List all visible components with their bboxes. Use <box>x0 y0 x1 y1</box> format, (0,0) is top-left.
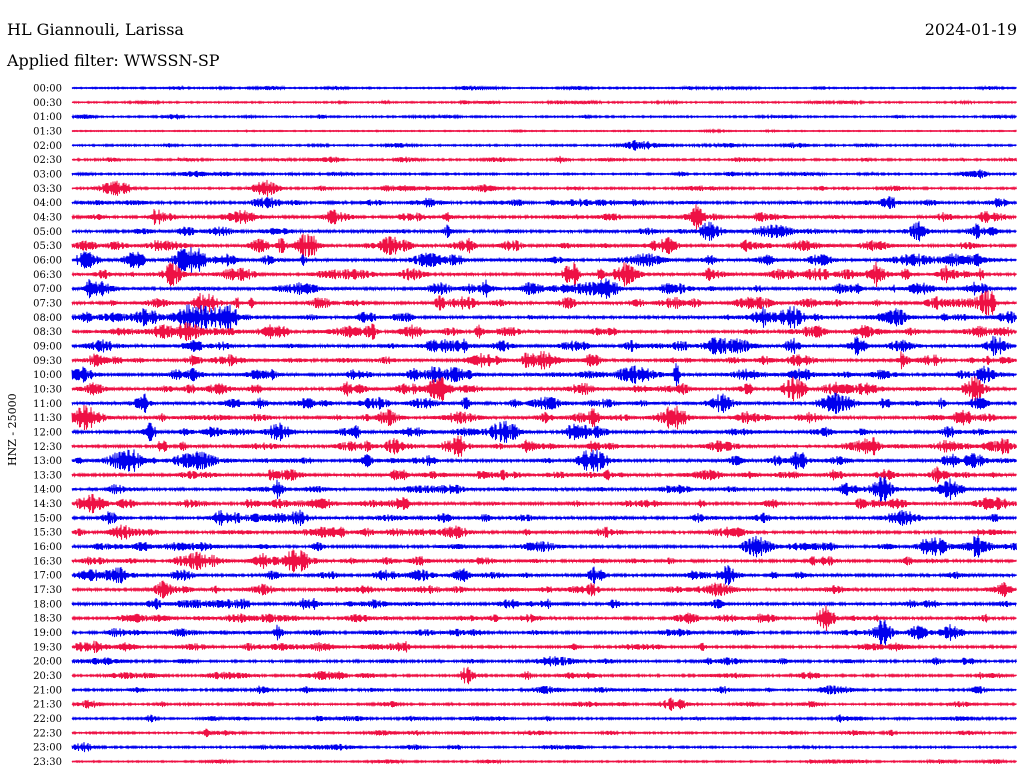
row-time-label: 12:00 <box>33 427 62 438</box>
row-time-label: 19:00 <box>33 628 62 639</box>
row-time-label: 01:00 <box>33 112 62 123</box>
row-time-label: 16:00 <box>33 542 62 553</box>
row-time-label: 14:00 <box>33 485 62 496</box>
row-time-label: 07:30 <box>33 298 62 309</box>
date-label: 2024-01-19 <box>924 20 1017 39</box>
row-time-label: 18:00 <box>33 599 62 610</box>
row-time-label: 10:30 <box>33 384 62 395</box>
row-time-label: 19:30 <box>33 642 62 653</box>
row-time-label: 08:30 <box>33 327 62 338</box>
row-time-label: 09:30 <box>33 356 62 367</box>
row-time-label: 03:00 <box>33 169 62 180</box>
row-time-label: 16:30 <box>33 556 62 567</box>
row-time-label: 17:00 <box>33 571 62 582</box>
row-time-label: 09:00 <box>33 341 62 352</box>
row-time-label: 14:30 <box>33 499 62 510</box>
row-time-label: 05:30 <box>33 241 62 252</box>
row-time-label: 15:30 <box>33 528 62 539</box>
filter-label: Applied filter: WWSSN-SP <box>7 51 220 70</box>
row-time-label: 20:00 <box>33 657 62 668</box>
row-time-label: 04:30 <box>33 212 62 223</box>
row-time-label: 21:00 <box>33 685 62 696</box>
row-time-label: 03:30 <box>33 184 62 195</box>
row-time-label: 02:30 <box>33 155 62 166</box>
row-time-label: 05:00 <box>33 227 62 238</box>
row-time-label: 17:30 <box>33 585 62 596</box>
row-time-label: 13:00 <box>33 456 62 467</box>
trace-lines <box>71 84 1017 765</box>
row-time-label: 13:30 <box>33 470 62 481</box>
row-time-label: 23:30 <box>33 757 62 768</box>
row-time-label: 23:00 <box>33 743 62 754</box>
row-time-label: 04:00 <box>33 198 62 209</box>
row-time-label: 00:00 <box>33 84 62 95</box>
row-time-label: 01:30 <box>33 126 62 137</box>
row-time-label: 15:00 <box>33 513 62 524</box>
row-time-label: 06:30 <box>33 270 62 281</box>
station-title: HL Giannouli, Larissa <box>7 20 184 39</box>
row-time-label: 00:30 <box>33 98 62 109</box>
row-time-label: 11:00 <box>33 399 62 410</box>
row-time-label: 22:00 <box>33 714 62 725</box>
row-time-label: 20:30 <box>33 671 62 682</box>
row-time-label: 08:00 <box>33 313 62 324</box>
row-time-label: 11:30 <box>33 413 62 424</box>
row-time-label: 10:00 <box>33 370 62 381</box>
row-time-label: 22:30 <box>33 728 62 739</box>
row-time-label: 18:30 <box>33 614 62 625</box>
row-time-labels: 00:00 00:30 01:00 01:30 02:00 02:30 03:00 03:30… <box>33 84 62 769</box>
row-time-label: 07:00 <box>33 284 62 295</box>
row-time-label: 12:30 <box>33 442 62 453</box>
row-time-label: 02:00 <box>33 141 62 152</box>
y-axis-label: HNZ - 25000 <box>6 393 19 466</box>
row-time-label: 06:00 <box>33 255 62 266</box>
row-time-label: 21:30 <box>33 700 62 711</box>
